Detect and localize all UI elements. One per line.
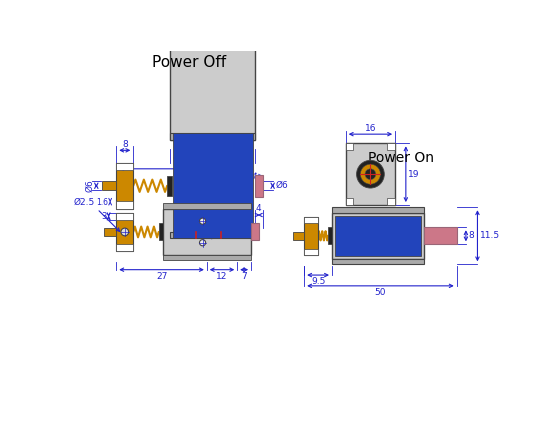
Circle shape [200, 218, 206, 224]
Bar [173, 133, 254, 238]
Text: 8: 8 [122, 140, 128, 149]
Bar [332, 212, 425, 259]
Bar [163, 204, 251, 209]
Circle shape [121, 228, 129, 236]
Text: 10: 10 [213, 227, 225, 236]
Text: 30: 30 [207, 160, 218, 169]
Bar [117, 163, 133, 209]
Text: Ø2.5: Ø2.5 [74, 198, 95, 207]
Bar [335, 216, 421, 256]
Text: 7: 7 [241, 272, 247, 281]
Bar [117, 212, 133, 220]
Text: 3: 3 [102, 212, 107, 221]
Bar [163, 209, 251, 255]
Bar [328, 227, 332, 244]
Bar [346, 143, 354, 150]
Bar [332, 207, 425, 212]
Bar [117, 163, 133, 170]
Text: 4-M3: 4-M3 [239, 167, 263, 184]
Bar [251, 224, 259, 241]
Bar [346, 143, 395, 205]
Text: 27: 27 [156, 272, 167, 281]
Bar [425, 227, 456, 244]
Bar [102, 181, 117, 190]
Bar [304, 217, 318, 223]
Text: 50: 50 [375, 288, 386, 297]
Bar [170, 232, 255, 238]
Bar [104, 228, 116, 236]
Circle shape [365, 169, 376, 180]
Text: 11.5: 11.5 [480, 231, 500, 240]
Bar [170, 47, 255, 139]
Text: Ø6: Ø6 [276, 181, 288, 190]
Text: 6: 6 [122, 222, 128, 231]
Text: Power On: Power On [368, 151, 434, 165]
Text: 9.5: 9.5 [311, 278, 325, 286]
Bar [163, 255, 251, 261]
Bar [294, 232, 304, 240]
Bar [117, 244, 133, 251]
Bar [255, 175, 263, 196]
Circle shape [360, 164, 381, 184]
Text: 46.5: 46.5 [175, 171, 196, 180]
Bar [304, 249, 318, 255]
Bar [170, 133, 255, 139]
Text: 12: 12 [216, 272, 228, 281]
Bar [304, 217, 318, 255]
Text: 19: 19 [408, 170, 420, 178]
Text: 16: 16 [365, 124, 376, 133]
Circle shape [356, 160, 384, 188]
Text: 4: 4 [256, 204, 262, 213]
Bar [387, 143, 395, 150]
Text: Power Off: Power Off [152, 55, 227, 70]
Bar [346, 198, 354, 205]
Bar [332, 259, 425, 264]
Text: Ø6: Ø6 [86, 179, 95, 192]
Bar [387, 198, 395, 205]
Bar [117, 212, 133, 251]
Bar [167, 176, 172, 196]
Bar [159, 224, 163, 241]
Circle shape [200, 240, 206, 246]
Text: 8: 8 [468, 231, 474, 240]
Bar [117, 201, 133, 209]
Text: 1.6: 1.6 [97, 198, 109, 207]
